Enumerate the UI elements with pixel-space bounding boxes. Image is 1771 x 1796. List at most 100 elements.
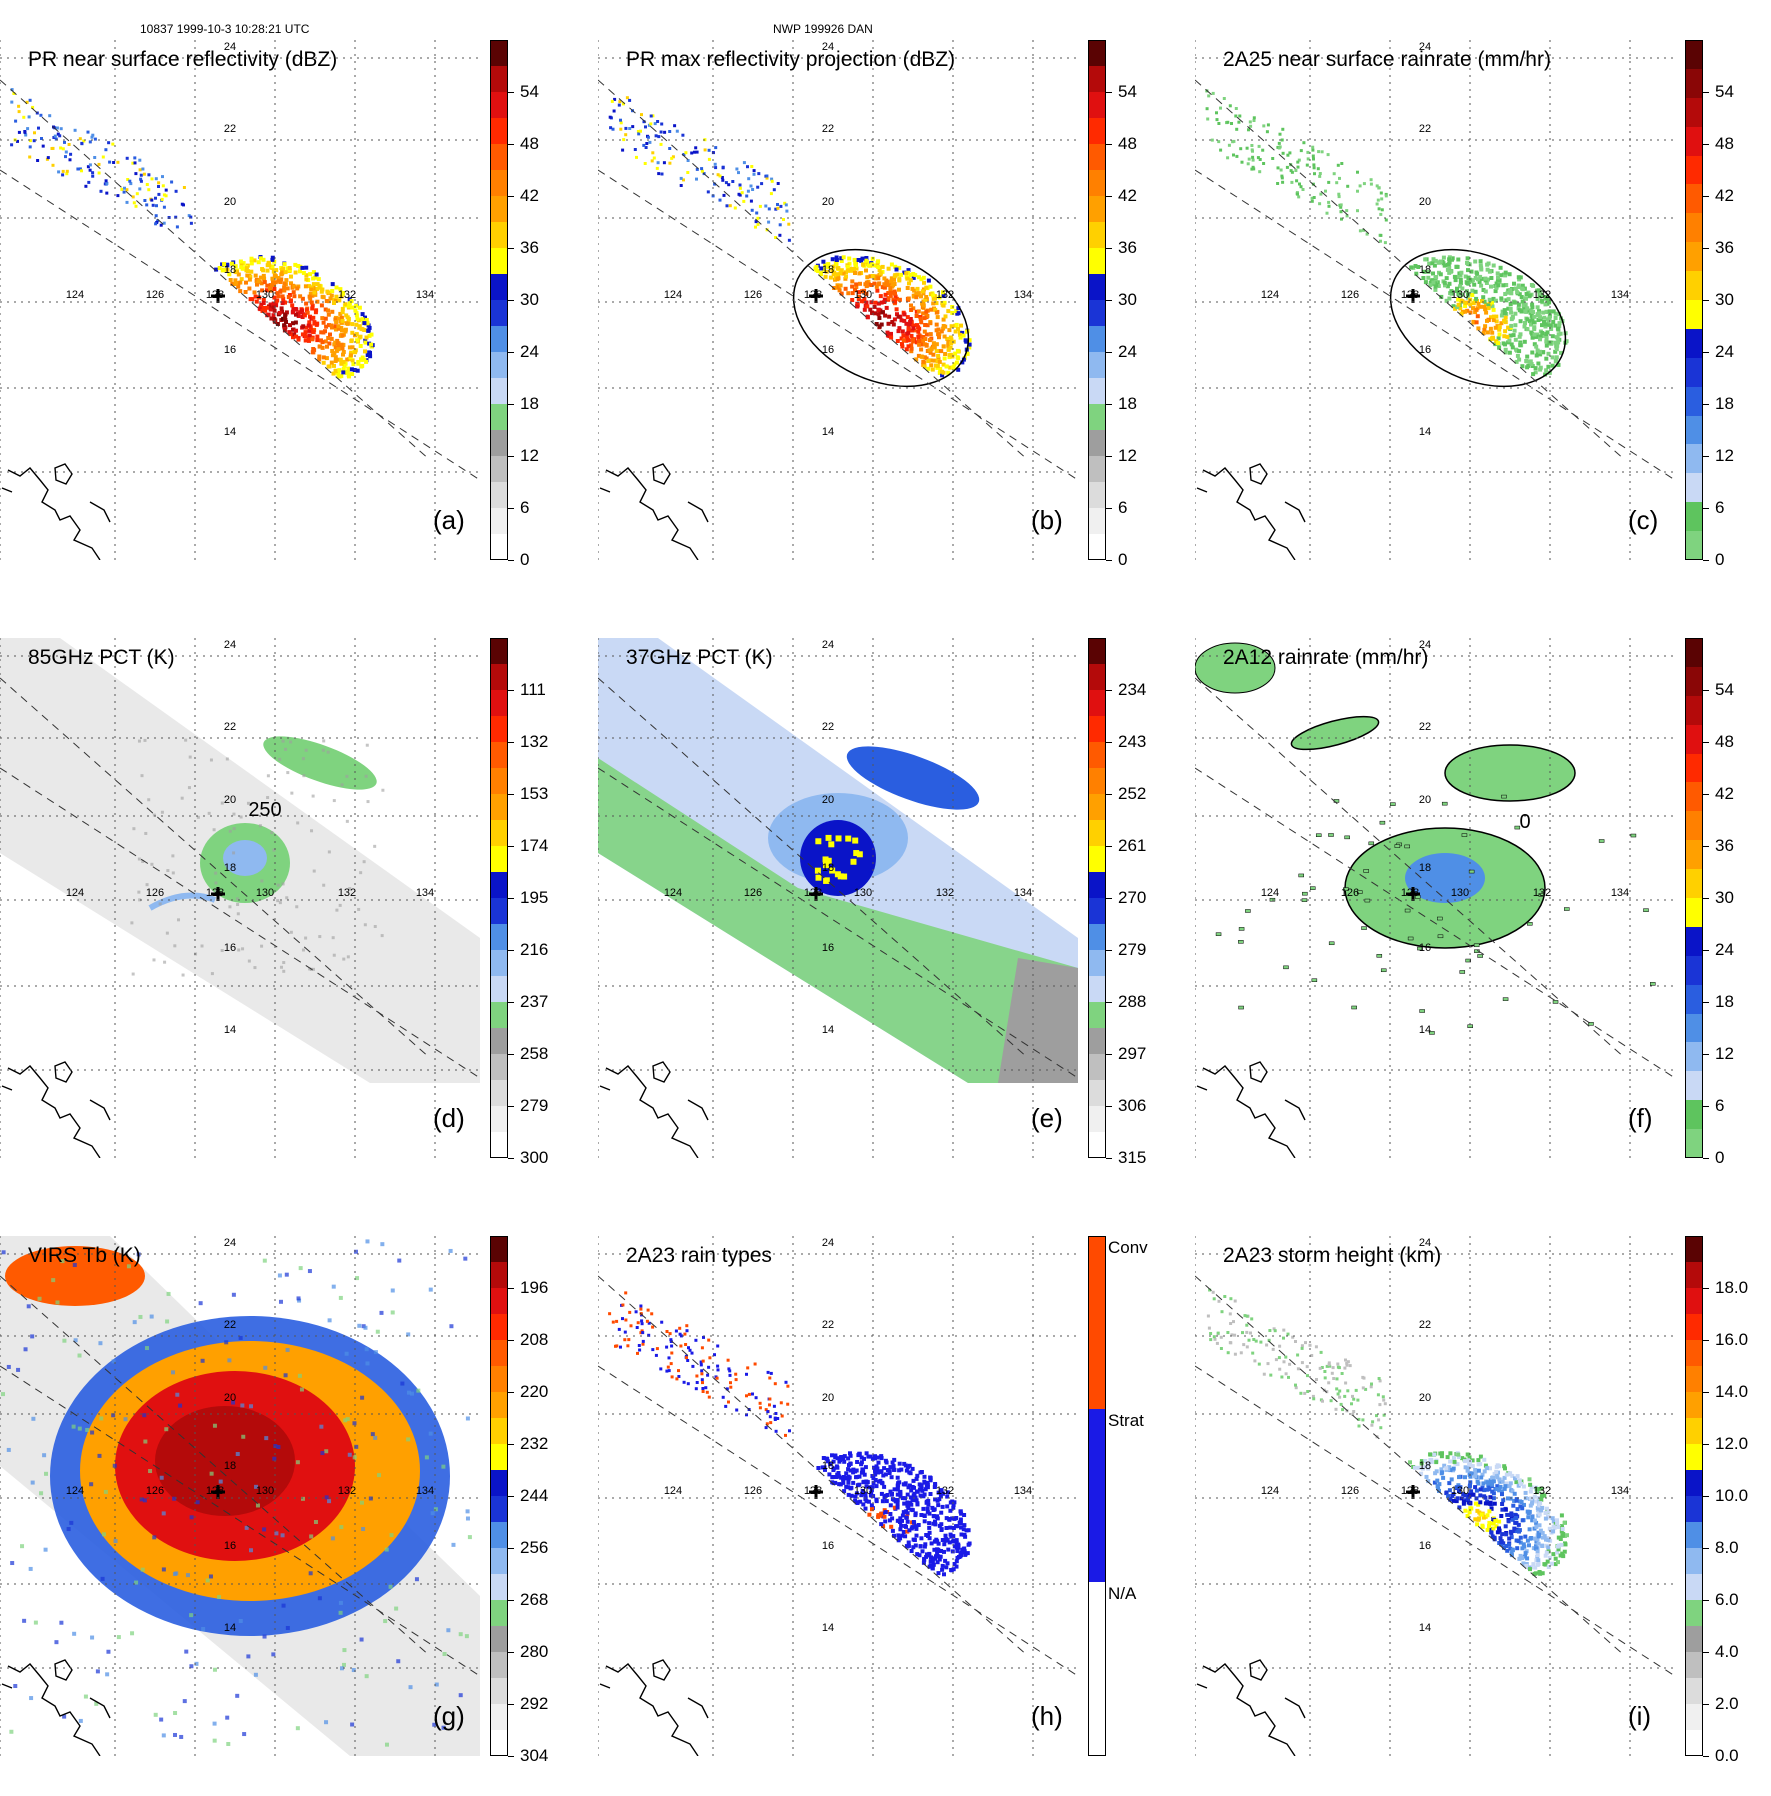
colorbar-segment <box>1685 898 1703 928</box>
lon-label: 126 <box>744 887 762 899</box>
colorbar-tick-mark <box>508 456 514 457</box>
colorbar-tick-label: 16.0 <box>1715 1330 1749 1349</box>
colorbar-segment <box>1088 1080 1106 1107</box>
colorbar-segment <box>490 66 508 93</box>
lon-label: 130 <box>854 1485 872 1497</box>
colorbar-frame <box>1088 1236 1106 1756</box>
colorbar-tick-label: 300 <box>520 1148 549 1167</box>
colorbar-frame <box>1685 1236 1703 1756</box>
lon-label: 134 <box>1014 887 1032 899</box>
colorbar-tick-mark <box>1703 898 1709 899</box>
colorbar-tick-mark <box>508 1496 514 1497</box>
colorbar-segment <box>490 1392 508 1419</box>
colorbar-segment <box>1685 1366 1703 1393</box>
colorbar-tick-label: 220 <box>520 1382 549 1401</box>
colorbar-tick-mark <box>1703 846 1709 847</box>
colorbar-tick-mark <box>1106 508 1112 509</box>
colorbar-tick-mark <box>1703 248 1709 249</box>
colorbar-tick-label: 42 <box>1715 186 1734 205</box>
lon-label: 134 <box>1611 887 1629 899</box>
colorbar-tick-label: 30 <box>1715 290 1734 309</box>
map-canvas: 124 126 128 130 132 134 24 22 20 18 16 14 <box>598 638 1078 1158</box>
colorbar-tick-label: 14.0 <box>1715 1382 1749 1401</box>
colorbar-tick-label: 24 <box>1118 342 1137 361</box>
lat-label: 24 <box>822 1237 834 1249</box>
colorbar-tick-label: 174 <box>520 836 549 855</box>
colorbar-segment <box>1685 126 1703 157</box>
lat-label: 24 <box>1419 639 1431 651</box>
colorbar-tick-label: 48 <box>520 134 539 153</box>
colorbar-segment <box>490 1730 508 1757</box>
panel-title: 2A23 rain types <box>626 1244 772 1267</box>
colorbar-tick-label: 24 <box>1715 940 1734 959</box>
colorbar-tick-label: 256 <box>520 1538 549 1557</box>
map-panel-h: 124 126 128 130 132 134 24 22 20 18 16 14 2A23 rain … <box>598 1236 1173 1796</box>
colorbar-tick-mark <box>508 1106 514 1107</box>
colorbar-tick-label: 42 <box>1715 784 1734 803</box>
panel-title: 85GHz PCT (K) <box>28 646 175 669</box>
colorbar-segment <box>1685 1626 1703 1653</box>
colorbar-tick-mark <box>1106 352 1112 353</box>
colorbar-tick-mark <box>508 560 514 561</box>
colorbar: 54 48 42 36 30 24 18 12 6 0 <box>490 40 575 569</box>
colorbar-segment <box>490 950 508 977</box>
lon-label: 132 <box>1533 887 1551 899</box>
colorbar-segment <box>1088 326 1106 353</box>
lon-label: 126 <box>1341 1485 1359 1497</box>
colorbar-frame <box>490 40 508 560</box>
colorbar-tick-label: 237 <box>520 992 549 1011</box>
colorbar-segment <box>1088 144 1106 171</box>
lat-label: 22 <box>1419 1319 1431 1331</box>
map-panel-i: 124 126 128 130 132 134 24 22 20 18 16 14 2A23 storm… <box>1195 1236 1770 1796</box>
colorbar-tick-mark <box>508 1340 514 1341</box>
colorbar-tick-label: 18 <box>520 394 539 413</box>
colorbar-frame <box>1088 40 1106 560</box>
colorbar-segment <box>490 40 508 67</box>
colorbar-segment <box>1088 1106 1106 1133</box>
colorbar-segment <box>1088 820 1106 847</box>
colorbar-segment <box>1685 1522 1703 1549</box>
lon-label: 132 <box>936 887 954 899</box>
colorbar-tick-mark <box>1106 950 1112 951</box>
colorbar-tick-label: 12 <box>1715 1044 1734 1063</box>
colorbar-tick-mark <box>1703 1600 1709 1601</box>
colorbar-tick-mark <box>1106 144 1112 145</box>
panel-label: (d) <box>433 1103 465 1133</box>
colorbar-tick-mark <box>1106 1106 1112 1107</box>
lat-label: 22 <box>822 1319 834 1331</box>
colorbar-tick-mark <box>1703 352 1709 353</box>
lon-label: 130 <box>1451 887 1469 899</box>
colorbar-segment <box>490 1054 508 1081</box>
colorbar-segment <box>1088 1002 1106 1029</box>
colorbar-segment <box>490 1236 508 1263</box>
lat-label: 22 <box>1419 123 1431 135</box>
colorbar-tick-label: 30 <box>520 290 539 309</box>
colorbar-segment <box>1685 1678 1703 1705</box>
colorbar-tick-label: 54 <box>1118 82 1137 101</box>
colorbar-tick-label: 288 <box>1118 992 1147 1011</box>
colorbar-segment <box>490 716 508 743</box>
lon-label: 128 <box>1401 1485 1419 1497</box>
colorbar-segment <box>490 170 508 197</box>
colorbar-tick-mark <box>1703 196 1709 197</box>
lat-label: 24 <box>224 639 236 651</box>
colorbar-tick-label: Conv <box>1108 1238 1148 1257</box>
colorbar-segment <box>1685 502 1703 532</box>
colorbar-tick-label: 8.0 <box>1715 1538 1739 1557</box>
colorbar-segment <box>1685 97 1703 128</box>
panel-title: PR max reflectivity projection (dBZ) <box>626 48 956 71</box>
colorbar-tick-mark <box>1106 898 1112 899</box>
colorbar-segment <box>490 1262 508 1289</box>
lat-label: 16 <box>822 942 834 954</box>
lon-label: 124 <box>66 289 84 301</box>
colorbar-tick-mark <box>1106 1054 1112 1055</box>
colorbar-segment <box>490 274 508 301</box>
colorbar-tick-mark <box>508 1548 514 1549</box>
colorbar-tick-label: 36 <box>520 238 539 257</box>
colorbar-segment <box>490 92 508 119</box>
colorbar-segment <box>1685 840 1703 870</box>
colorbar-tick-label: 132 <box>520 732 549 751</box>
map-canvas: 124 126 128 130 132 134 24 22 20 18 16 14 <box>0 1236 480 1756</box>
colorbar-segment <box>1088 950 1106 977</box>
map-canvas: 124 126 128 130 132 134 24 22 20 18 16 14 <box>1195 1236 1675 1756</box>
